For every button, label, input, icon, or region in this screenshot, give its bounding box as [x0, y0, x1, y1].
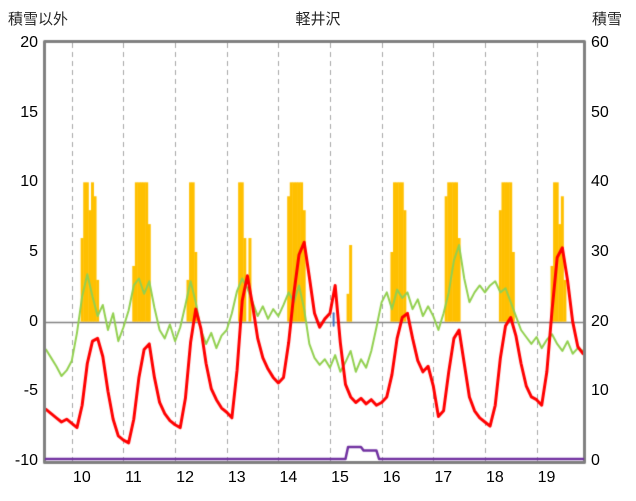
y-axis-left-tick: 15 — [20, 103, 38, 121]
y-axis-right-tick: 50 — [591, 103, 609, 121]
x-axis-tick: 10 — [72, 469, 91, 486]
x-axis-tick: 16 — [382, 469, 401, 486]
x-axis-tick: 19 — [537, 469, 556, 486]
y-axis-left-tick: 10 — [20, 173, 38, 191]
y-axis-left-tick: 0 — [29, 312, 38, 330]
y-axis-right-tick: 20 — [591, 312, 609, 330]
y-axis-right-tick: 10 — [591, 382, 609, 400]
y-axis-right-tick: 40 — [591, 173, 609, 191]
x-axis-tick: 11 — [125, 469, 142, 486]
y-axis-left-tick: -10 — [14, 452, 38, 469]
y-axis-right-tick: 60 — [591, 34, 609, 51]
y-axis-left-tick: 5 — [29, 243, 38, 260]
x-axis-tick: 12 — [176, 469, 194, 486]
x-axis-tick: 17 — [434, 469, 453, 486]
y-axis-right-tick: 30 — [591, 243, 609, 260]
x-axis-tick: 15 — [331, 469, 349, 486]
y-axis-left-tick: -5 — [23, 382, 38, 400]
y-axis-right-tick: 0 — [591, 452, 600, 469]
x-axis-tick: 14 — [279, 469, 298, 486]
x-axis-tick: 13 — [227, 469, 246, 486]
x-axis-tick: 18 — [485, 469, 504, 486]
y-axis-left-tick: 20 — [20, 34, 38, 51]
